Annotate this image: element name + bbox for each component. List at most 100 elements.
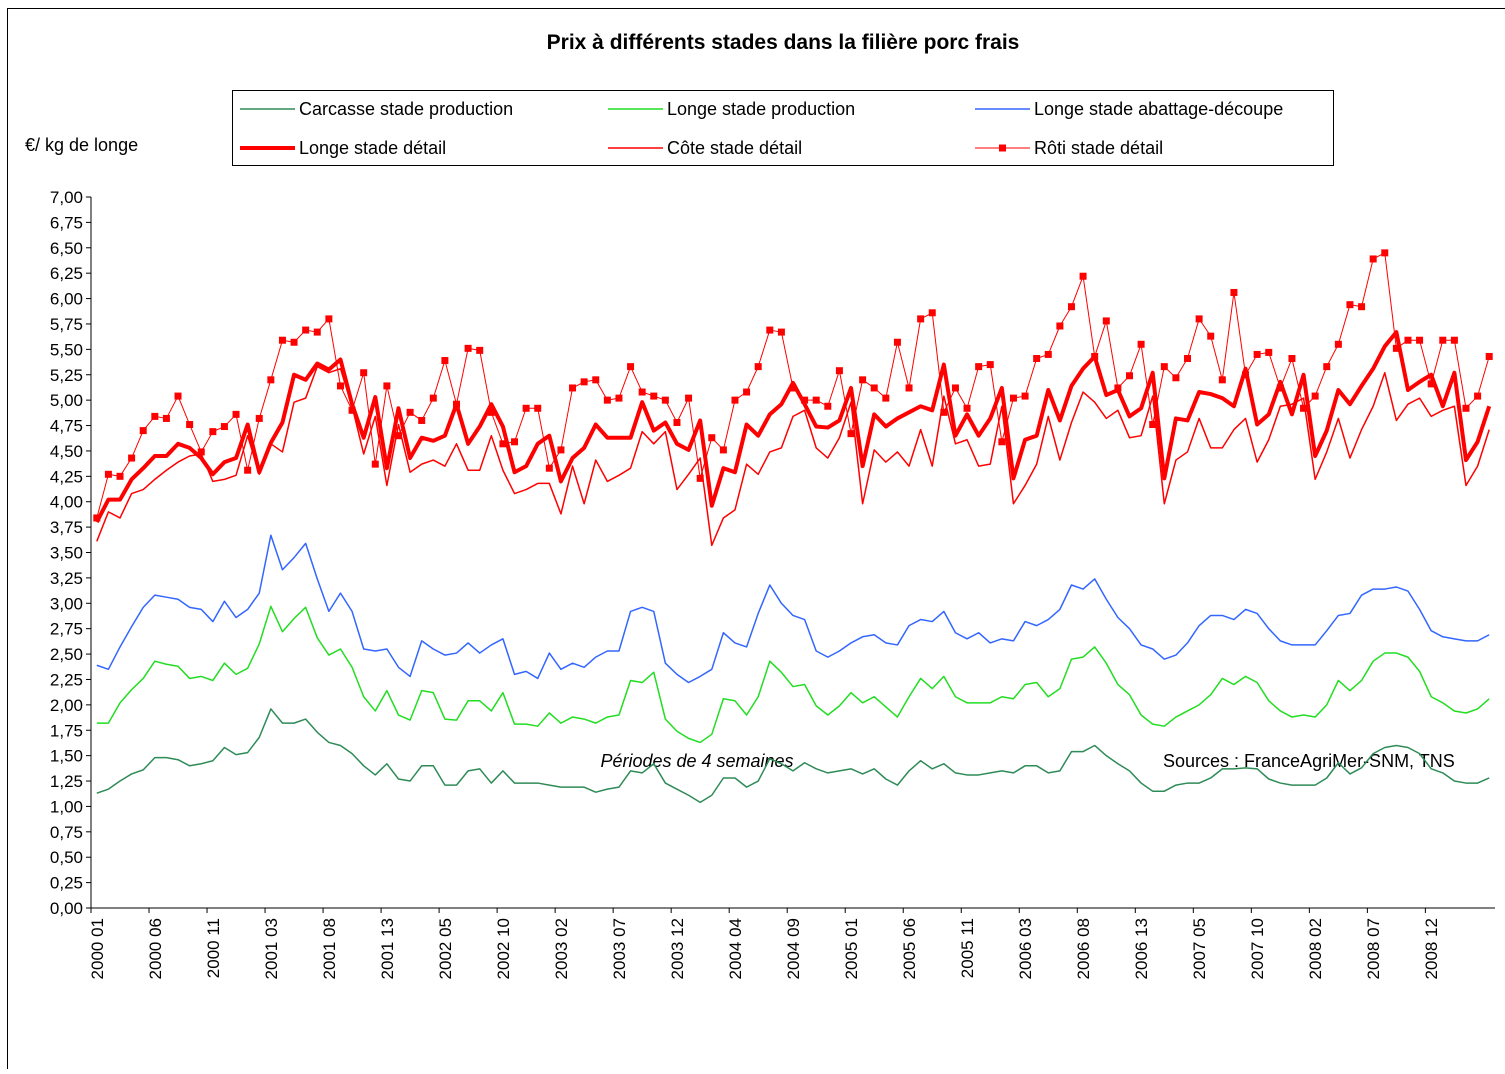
data-point bbox=[604, 397, 611, 404]
data-point bbox=[755, 363, 762, 370]
data-point bbox=[894, 339, 901, 346]
x-tick-label: 2001 03 bbox=[262, 918, 281, 979]
data-point bbox=[151, 413, 158, 420]
data-point bbox=[1474, 393, 1481, 400]
x-tick-label: 2000 06 bbox=[146, 918, 165, 979]
data-point bbox=[1486, 353, 1493, 360]
x-tick-label: 2004 04 bbox=[726, 918, 745, 979]
x-tick-label: 2005 11 bbox=[958, 918, 977, 978]
data-point bbox=[453, 401, 460, 408]
data-point bbox=[221, 423, 228, 430]
y-tick-label: 2,75 bbox=[50, 620, 83, 639]
legend-label: Rôti stade détail bbox=[1034, 138, 1163, 158]
y-tick-label: 6,50 bbox=[50, 239, 83, 258]
data-point bbox=[743, 389, 750, 396]
data-point bbox=[615, 395, 622, 402]
data-point bbox=[964, 405, 971, 412]
legend-label: Longe stade détail bbox=[299, 138, 446, 158]
data-point bbox=[1196, 315, 1203, 322]
data-point bbox=[523, 405, 530, 412]
legend-label: Longe stade abattage-découpe bbox=[1034, 99, 1283, 119]
y-tick-label: 4,75 bbox=[50, 417, 83, 436]
data-point bbox=[1172, 374, 1179, 381]
data-point bbox=[998, 438, 1005, 445]
x-tick-label: 2003 12 bbox=[668, 918, 687, 979]
y-tick-label: 5,00 bbox=[50, 391, 83, 410]
source-note: Sources : FranceAgriMer-SNM, TNS bbox=[1163, 751, 1455, 771]
legend-label: Longe stade production bbox=[667, 99, 855, 119]
data-point bbox=[1265, 349, 1272, 356]
data-point bbox=[430, 395, 437, 402]
data-point bbox=[1404, 337, 1411, 344]
data-point bbox=[581, 378, 588, 385]
data-point bbox=[859, 376, 866, 383]
data-point bbox=[685, 395, 692, 402]
data-point bbox=[627, 363, 634, 370]
y-tick-label: 3,00 bbox=[50, 594, 83, 613]
y-tick-label: 7,00 bbox=[50, 188, 83, 207]
chart-frame bbox=[8, 9, 1505, 1070]
legend-label: Côte stade détail bbox=[667, 138, 802, 158]
data-point bbox=[476, 347, 483, 354]
x-tick-label: 2003 07 bbox=[610, 918, 629, 979]
data-point bbox=[1277, 384, 1284, 391]
y-tick-label: 1,25 bbox=[50, 772, 83, 791]
data-point bbox=[1335, 341, 1342, 348]
data-point bbox=[407, 409, 414, 416]
chart-title: Prix à différents stades dans la filière… bbox=[547, 31, 1020, 54]
data-point bbox=[465, 345, 472, 352]
y-tick-label: 3,50 bbox=[50, 544, 83, 563]
data-point bbox=[1138, 341, 1145, 348]
y-tick-label: 2,25 bbox=[50, 670, 83, 689]
data-point bbox=[1045, 351, 1052, 358]
y-tick-label: 3,75 bbox=[50, 518, 83, 537]
data-point bbox=[1219, 376, 1226, 383]
data-point bbox=[1416, 337, 1423, 344]
y-tick-label: 2,50 bbox=[50, 645, 83, 664]
data-point bbox=[882, 395, 889, 402]
data-point bbox=[1370, 255, 1377, 262]
data-point bbox=[1184, 355, 1191, 362]
data-point bbox=[337, 382, 344, 389]
data-point bbox=[906, 384, 913, 391]
data-point bbox=[952, 384, 959, 391]
x-tick-label: 2001 08 bbox=[320, 918, 339, 979]
data-point bbox=[697, 475, 704, 482]
y-tick-label: 1,75 bbox=[50, 721, 83, 740]
data-point bbox=[128, 455, 135, 462]
data-point bbox=[836, 367, 843, 374]
data-point bbox=[383, 382, 390, 389]
data-point bbox=[93, 514, 100, 521]
y-tick-label: 5,75 bbox=[50, 315, 83, 334]
y-tick-label: 1,50 bbox=[50, 747, 83, 766]
y-tick-label: 6,25 bbox=[50, 264, 83, 283]
data-point bbox=[662, 397, 669, 404]
data-point bbox=[314, 329, 321, 336]
data-point bbox=[117, 473, 124, 480]
data-point bbox=[1022, 393, 1029, 400]
legend-label: Carcasse stade production bbox=[299, 99, 513, 119]
data-point bbox=[1358, 303, 1365, 310]
data-point bbox=[291, 339, 298, 346]
data-point bbox=[175, 393, 182, 400]
data-point bbox=[1323, 363, 1330, 370]
x-tick-label: 2008 12 bbox=[1422, 918, 1441, 979]
data-point bbox=[592, 376, 599, 383]
data-point bbox=[209, 428, 216, 435]
y-tick-label: 4,50 bbox=[50, 442, 83, 461]
data-point bbox=[1428, 380, 1435, 387]
data-point bbox=[105, 471, 112, 478]
data-point bbox=[1230, 289, 1237, 296]
data-point bbox=[233, 411, 240, 418]
x-tick-label: 2006 08 bbox=[1074, 918, 1093, 979]
data-point bbox=[395, 432, 402, 439]
data-point bbox=[917, 315, 924, 322]
data-point bbox=[1381, 249, 1388, 256]
data-point bbox=[1010, 395, 1017, 402]
x-tick-label: 2000 11 bbox=[204, 918, 223, 978]
data-point bbox=[871, 384, 878, 391]
x-tick-label: 2008 07 bbox=[1364, 918, 1383, 979]
data-point bbox=[720, 446, 727, 453]
data-point bbox=[418, 417, 425, 424]
